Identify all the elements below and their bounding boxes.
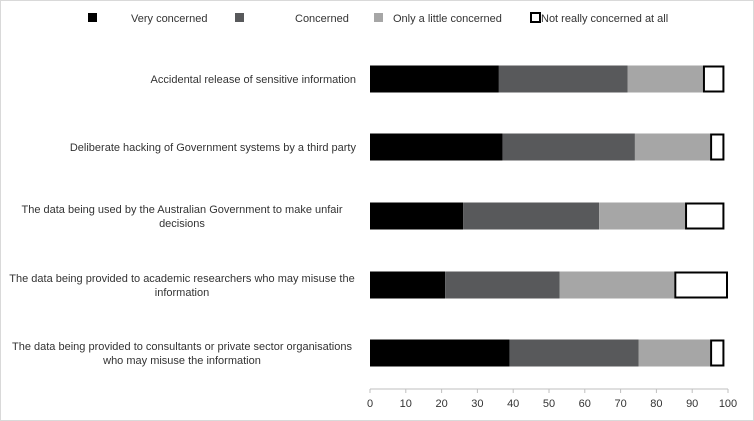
legend-label-4: Not really concerned at all <box>541 13 668 25</box>
x-tick-label-10: 90 <box>686 398 698 410</box>
bar-segment-1-2 <box>498 65 628 93</box>
x-tick-label-7: 60 <box>579 398 591 410</box>
legend-swatch-1 <box>88 13 97 22</box>
x-tick-label-5: 40 <box>507 398 519 410</box>
x-tick-label-1: 0 <box>367 398 373 410</box>
bar-segment-3-4 <box>685 202 725 230</box>
bar-segment-5-3 <box>638 339 711 367</box>
category-label-4-line-2: information <box>155 287 209 299</box>
x-tick-label-2: 10 <box>400 398 412 410</box>
category-labels: Accidental release of sensitive informat… <box>9 74 356 367</box>
x-tick-label-11: 100 <box>719 398 737 410</box>
bar-segment-5-2 <box>509 339 639 367</box>
bar-segment-4-3 <box>559 271 675 299</box>
legend-swatch-3 <box>374 13 383 22</box>
x-tick-label-6: 50 <box>543 398 555 410</box>
category-label-5-line-1: The data being provided to consultants o… <box>12 341 352 353</box>
category-label-4-line-1: The data being provided to academic rese… <box>9 273 354 285</box>
bar-segment-4-1 <box>370 271 446 299</box>
bar-segment-3-3 <box>599 202 686 230</box>
legend-swatch-4 <box>530 12 541 23</box>
x-tick-label-4: 30 <box>471 398 483 410</box>
category-label-3-line-1: The data being used by the Australian Go… <box>21 204 342 216</box>
bar-segment-2-4 <box>710 133 725 161</box>
bars <box>370 65 728 367</box>
category-label-1: Accidental release of sensitive informat… <box>151 74 356 86</box>
bar-segment-1-3 <box>627 65 703 93</box>
bar-segment-3-1 <box>370 202 464 230</box>
category-label-2: Deliberate hacking of Government systems… <box>70 142 357 154</box>
bar-segment-4-2 <box>445 271 560 299</box>
bar-segment-3-2 <box>463 202 600 230</box>
bar-segment-5-4 <box>710 339 725 367</box>
legend: Very concerned Concerned Only a little con… <box>88 12 668 25</box>
x-axis: 0 10 20 30 40 50 60 70 80 90 100 <box>367 388 737 410</box>
x-tick-label-8: 70 <box>614 398 626 410</box>
x-tick-label-3: 20 <box>435 398 447 410</box>
category-label-5-line-2: who may misuse the information <box>102 355 261 367</box>
bar-segment-2-2 <box>502 133 635 161</box>
bar-segment-1-1 <box>370 65 499 93</box>
legend-swatch-2 <box>235 13 244 22</box>
category-label-3-line-2: decisions <box>159 218 205 230</box>
bar-segment-5-1 <box>370 339 510 367</box>
legend-label-1: Very concerned <box>131 13 207 25</box>
x-tick-label-9: 80 <box>650 398 662 410</box>
bar-segment-2-3 <box>634 133 711 161</box>
legend-label-2: Concerned <box>295 13 349 25</box>
bar-segment-2-1 <box>370 133 503 161</box>
bar-segment-4-4 <box>674 271 728 299</box>
bar-segment-1-4 <box>702 65 725 93</box>
legend-label-3: Only a little concerned <box>393 13 502 25</box>
